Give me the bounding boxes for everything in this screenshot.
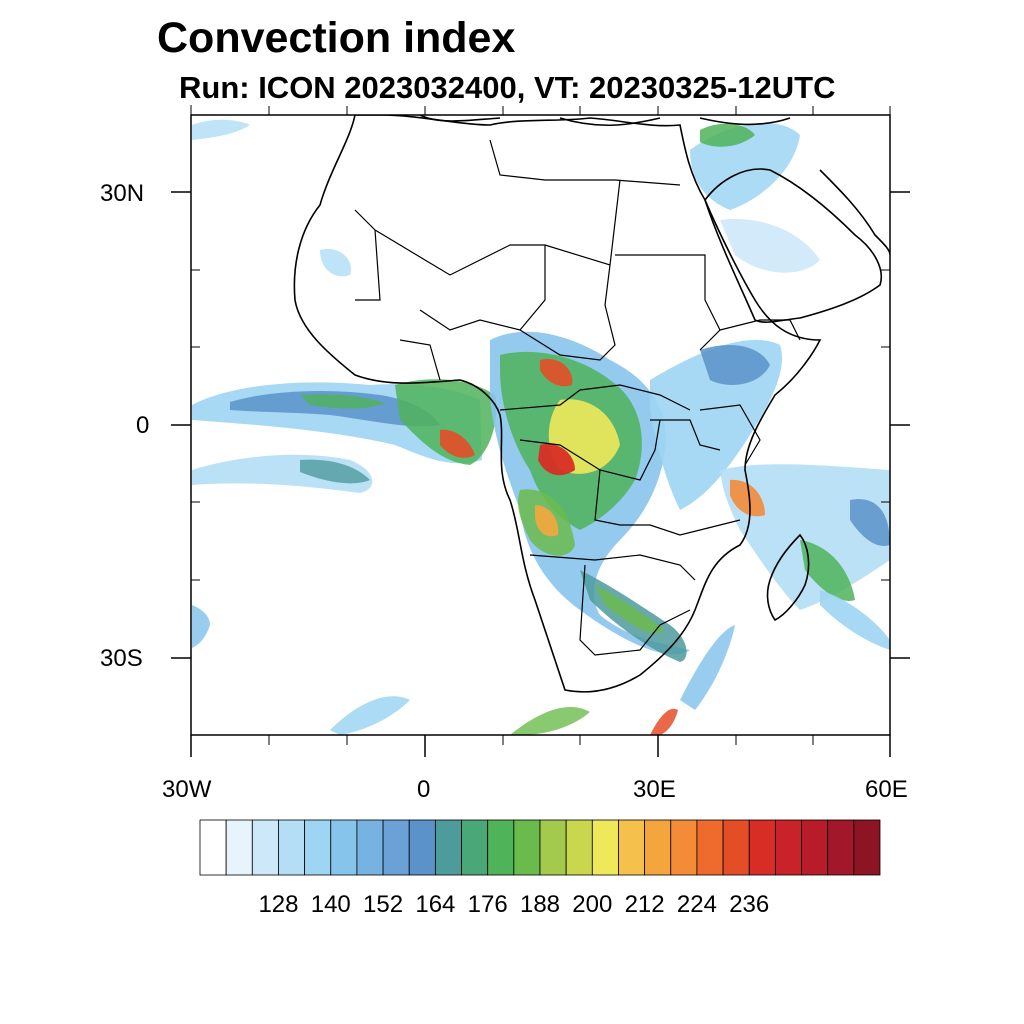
colorbar-box <box>513 819 541 876</box>
colorbar-box <box>408 819 436 876</box>
colorbar-labels: 128 140 152 164 176 188 200 212 224 236 <box>258 891 769 918</box>
colorbar-box <box>225 819 253 876</box>
field-tanzania-hot <box>730 479 765 517</box>
field-car-red <box>540 359 573 387</box>
colorbar-label: 152 <box>363 891 403 918</box>
colorbar-box <box>827 819 855 876</box>
colorbar-box <box>801 819 829 876</box>
field-satlantic-core <box>300 459 370 484</box>
colorbar-box <box>278 819 306 876</box>
field-indian-ocean <box>720 464 890 610</box>
gulf-coast <box>819 169 890 256</box>
colorbar-box <box>565 819 593 876</box>
field-so-streak-4 <box>680 625 735 710</box>
colorbar-label: 188 <box>520 891 560 918</box>
colorbar-box <box>853 819 881 876</box>
africa-coast <box>293 115 822 693</box>
colorbar-box <box>670 819 698 876</box>
border-13 <box>719 319 801 341</box>
colorbar-box <box>774 819 802 876</box>
convection-field <box>192 119 890 735</box>
colorbar-box <box>461 819 489 876</box>
colorbar-box <box>748 819 776 876</box>
madagascar-coast <box>766 533 810 622</box>
border-11 <box>579 564 691 656</box>
colorbar-box <box>304 819 332 876</box>
border-6 <box>615 254 721 351</box>
map-subtitle: Run: ICON 2023032400, VT: 20230325-12UTC <box>179 70 836 105</box>
field-sahara-patch <box>320 249 351 277</box>
field-so-streak-3 <box>650 708 678 735</box>
lat-label-30n: 30N <box>100 180 145 207</box>
border-4 <box>419 245 546 331</box>
field-mozambique <box>800 540 855 601</box>
lat-label-0: 0 <box>136 412 150 439</box>
field-nw-corner <box>192 119 250 140</box>
border-10 <box>529 554 696 581</box>
border-5 <box>519 264 616 361</box>
border-15 <box>650 419 721 451</box>
arabia-coast <box>704 168 882 323</box>
colorbar-box <box>644 819 672 876</box>
field-angola-orange <box>535 505 559 537</box>
country-borders <box>354 139 801 656</box>
field-arabia-south <box>720 219 820 273</box>
colorbar-box <box>618 819 646 876</box>
lon-label-0: 0 <box>417 776 431 803</box>
border-9 <box>594 469 741 536</box>
border-2 <box>374 179 621 276</box>
field-so-streak-2 <box>510 706 590 735</box>
field-central-red <box>538 444 575 476</box>
field-east-africa <box>650 339 782 510</box>
colorbar-box <box>539 819 567 876</box>
border-12 <box>699 404 761 466</box>
colorbar-label: 236 <box>729 891 769 918</box>
colorbar-label: 212 <box>625 891 665 918</box>
field-so-streak-1 <box>330 696 410 735</box>
colorbar-label: 200 <box>572 891 612 918</box>
field-madagascar-east <box>850 499 890 546</box>
field-safrica-green <box>595 585 665 634</box>
colorbar-label: 224 <box>677 891 717 918</box>
field-guinea-hot <box>440 429 475 458</box>
border-14 <box>399 339 441 381</box>
europe-coast <box>419 115 791 127</box>
map-title: Convection index <box>157 14 516 62</box>
colorbar-label: 164 <box>415 891 455 918</box>
colorbar-box <box>251 819 279 876</box>
colorbar-box <box>199 819 227 876</box>
border-7 <box>499 384 691 411</box>
plot-frame <box>171 105 910 757</box>
field-ethiopia <box>700 345 770 385</box>
colorbar-box <box>330 819 358 876</box>
field-atlantic-green <box>300 394 385 409</box>
colorbar-box <box>722 819 750 876</box>
colorbar-box <box>487 819 515 876</box>
field-se-streak <box>820 590 890 650</box>
coastlines <box>293 115 890 693</box>
lon-label-30e: 30E <box>633 776 676 803</box>
border-1 <box>354 209 381 301</box>
field-guinea <box>395 379 497 465</box>
colorbar-label: 176 <box>468 891 508 918</box>
lon-label-60e: 60E <box>865 776 908 803</box>
colorbar-box <box>696 819 724 876</box>
field-atlantic-core <box>230 390 440 427</box>
lat-label-30s: 30S <box>100 645 143 672</box>
lon-label-30w: 30W <box>162 776 212 803</box>
colorbar-box <box>434 819 462 876</box>
border-8 <box>519 419 661 481</box>
border-3 <box>489 139 681 186</box>
colorbar-boxes <box>199 819 881 876</box>
colorbar-box <box>591 819 619 876</box>
field-sw-corner <box>192 605 210 648</box>
colorbar-label: 128 <box>258 891 298 918</box>
colorbar-label: 140 <box>311 891 351 918</box>
field-levant <box>700 123 755 147</box>
colorbar-box <box>356 819 384 876</box>
colorbar-box <box>382 819 410 876</box>
